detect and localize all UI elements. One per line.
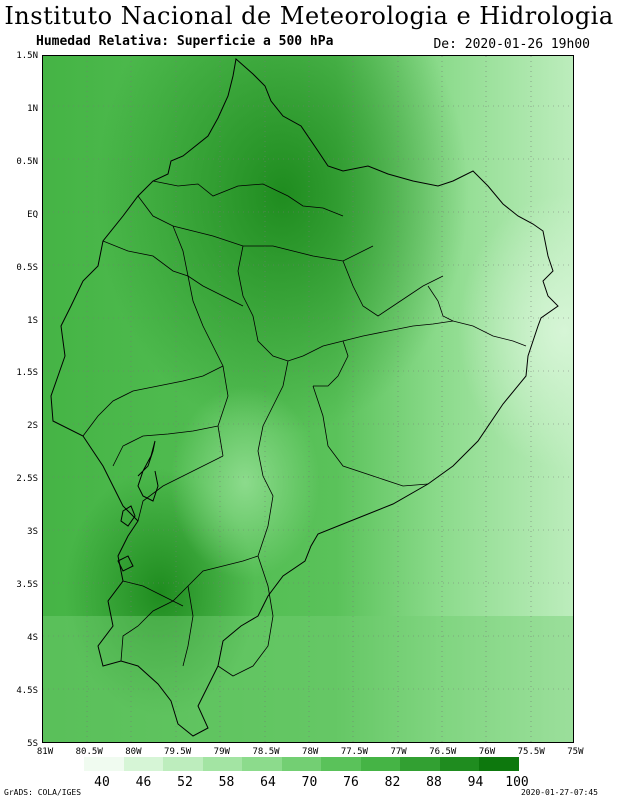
legend-swatch — [123, 757, 163, 771]
y-axis-label: 5S — [27, 738, 38, 749]
gulf-islands — [117, 440, 159, 572]
x-axis-label: 76W — [478, 747, 496, 757]
x-axis-label: 77.5W — [340, 747, 368, 757]
map-area — [42, 55, 574, 743]
legend-swatch — [400, 757, 440, 771]
x-axis-label: 80W — [125, 747, 142, 757]
legend-swatch — [281, 757, 321, 771]
legend-swatch — [439, 757, 479, 771]
x-axis-label: 79.5W — [164, 747, 192, 757]
legend-swatch — [479, 757, 519, 771]
y-axis-label: 1.5N — [16, 51, 38, 61]
y-axis-label: 1S — [27, 315, 38, 326]
x-axis-label: 78.5W — [252, 747, 280, 757]
legend-label: 88 — [426, 775, 442, 790]
footer-timestamp: 2020-01-27-07:45 — [520, 788, 598, 797]
legend-swatch — [242, 757, 282, 771]
legend-swatch — [202, 757, 242, 771]
x-axis-label: 75.5W — [517, 747, 545, 757]
legend-label: 52 — [177, 775, 193, 790]
x-axis-label: 81W — [36, 747, 54, 757]
y-axis-label: 2.5S — [16, 474, 38, 485]
x-axis-label: 78W — [302, 747, 319, 757]
legend-label: 76 — [343, 775, 359, 790]
footer-software: GrADS: COLA/IGES — [4, 788, 82, 797]
legend-label: 58 — [218, 775, 235, 790]
y-axis-label: 0.5S — [16, 262, 38, 273]
legend-label: 64 — [260, 775, 276, 790]
humidity-map — [43, 56, 573, 742]
x-axis-label: 79W — [213, 747, 230, 757]
y-axis-label: 3.5S — [16, 580, 38, 590]
legend-swatch — [321, 757, 361, 771]
legend-label: 46 — [135, 775, 152, 790]
x-axis-label: 77W — [390, 747, 407, 757]
y-axis-label: 1N — [27, 103, 38, 114]
y-axis-label: 4.5S — [16, 685, 38, 696]
y-axis-label: 3S — [27, 527, 38, 538]
legend-label: 70 — [301, 775, 318, 790]
x-axis-label: 76.5W — [429, 747, 457, 757]
legend-label: 94 — [467, 775, 484, 790]
legend-label: 40 — [94, 775, 110, 790]
forecast-datetime: De: 2020-01-26 19h00 — [433, 37, 590, 52]
province-borders — [82, 180, 527, 677]
y-axis-label: 2S — [27, 421, 38, 432]
grid-lines — [43, 56, 573, 742]
x-axis-label: 75W — [567, 747, 584, 757]
y-axis-label: 4S — [27, 632, 38, 643]
legend-swatch — [84, 757, 124, 771]
legend-swatch — [163, 757, 203, 771]
y-axis-label: EQ — [27, 209, 38, 220]
y-axis-label: 1.5S — [16, 368, 38, 379]
legend-label: 100 — [505, 775, 529, 790]
map-subtitle: Humedad Relativa: Superficie a 500 hPa — [36, 34, 334, 49]
y-axis-label: 0.5N — [16, 156, 38, 167]
legend-label: 82 — [384, 775, 401, 790]
legend-swatch — [360, 757, 400, 771]
x-axis-label: 80.5W — [75, 747, 103, 757]
page-title: Instituto Nacional de Meteorologia e Hid… — [4, 2, 614, 30]
